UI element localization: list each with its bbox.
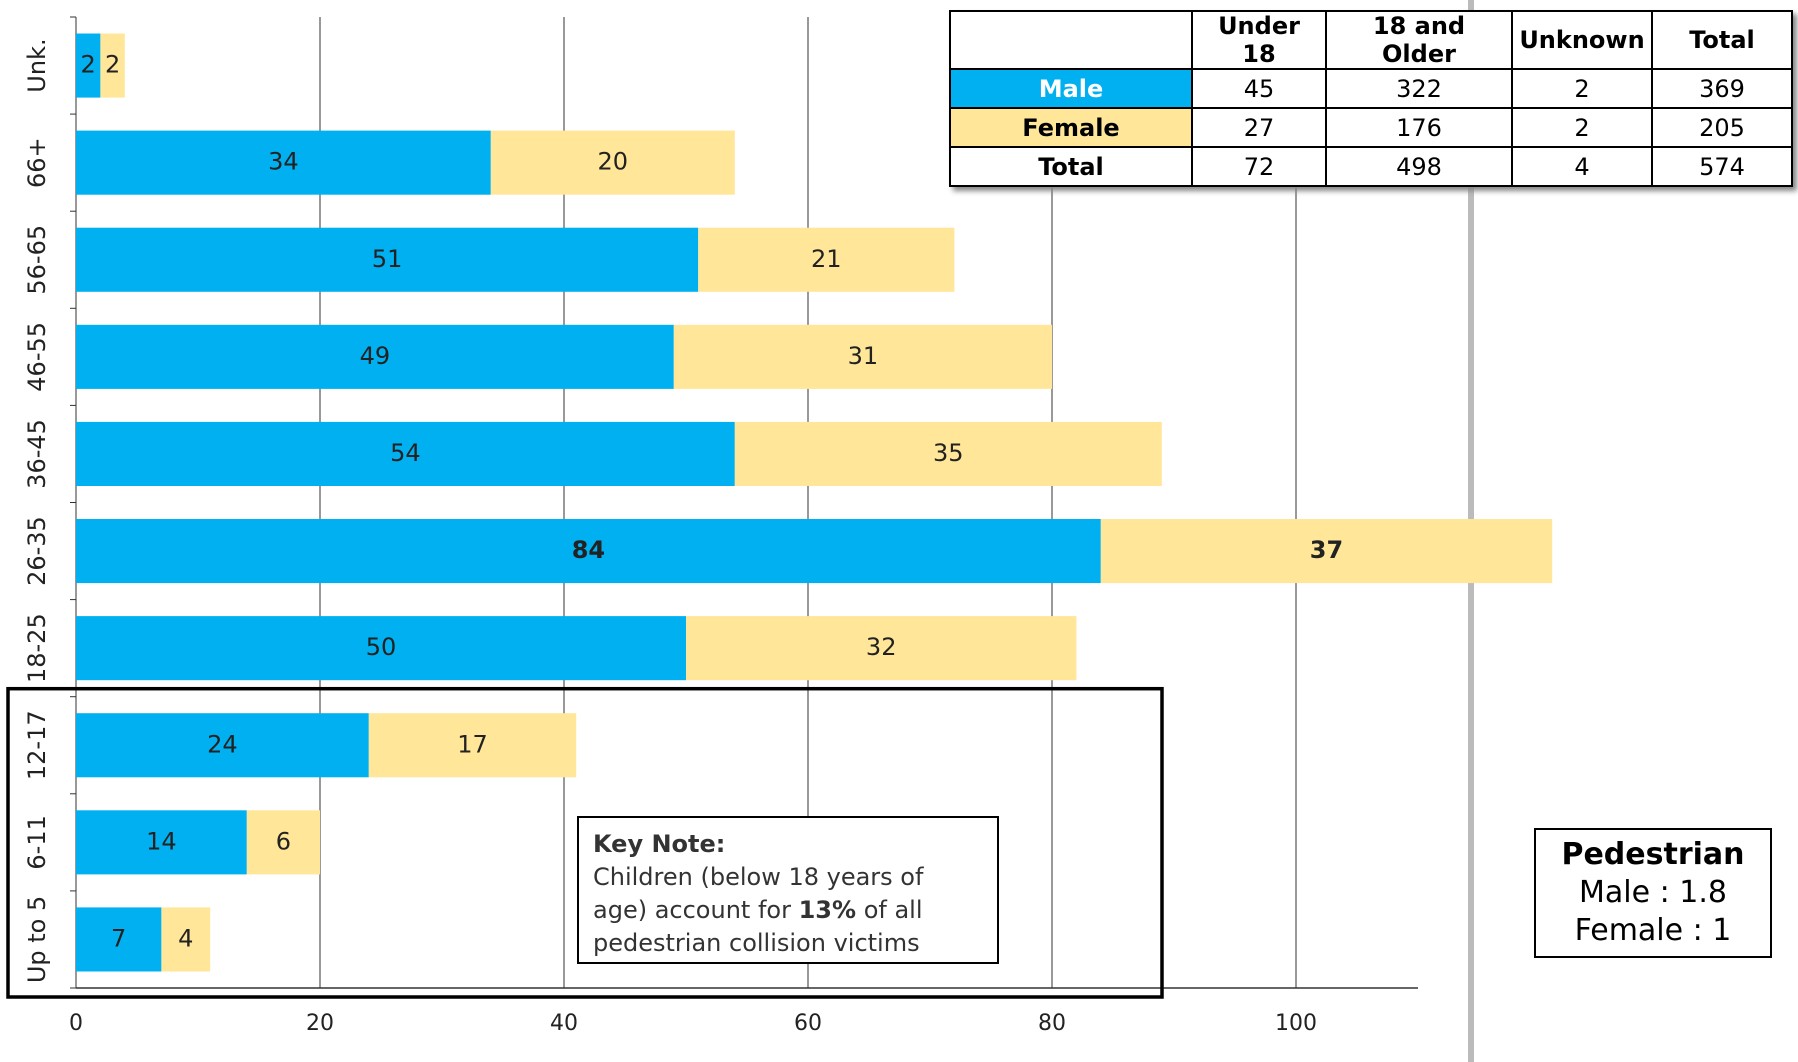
y-tick-label: 56-65 <box>23 225 51 295</box>
bar-segment <box>698 227 955 292</box>
y-tick-label: 46-55 <box>23 322 51 392</box>
table-cell: 2 <box>1511 107 1653 148</box>
y-tick-label: 18-25 <box>23 613 51 683</box>
value-label: 4 <box>178 924 193 952</box>
value-label: 21 <box>811 245 842 273</box>
x-tick-label: 80 <box>1038 1011 1066 1036</box>
value-label: 31 <box>848 342 879 370</box>
column-header: 18 and Older <box>1325 10 1513 70</box>
bar-segment <box>76 227 699 292</box>
value-label: 14 <box>146 827 177 855</box>
table-cell: 2 <box>1511 68 1653 109</box>
table-row: Female 27 176 2 205 <box>949 107 1793 148</box>
table-cell: 27 <box>1191 107 1327 148</box>
value-label: 49 <box>360 342 391 370</box>
ratio-line: Female : 1 <box>1574 913 1732 948</box>
value-label: 84 <box>572 536 605 564</box>
table-row: Total 72 498 4 574 <box>949 146 1793 187</box>
bar-segment <box>76 810 247 875</box>
x-tick-label: 40 <box>550 1011 578 1036</box>
bar-segment <box>76 324 674 389</box>
bar-segment <box>686 616 1077 681</box>
y-tick-label: 6-11 <box>23 815 51 869</box>
value-label: 32 <box>866 633 897 661</box>
value-label: 2 <box>105 51 120 79</box>
table-cell: 498 <box>1325 146 1513 187</box>
summary-table: Under 18 18 and Older Unknown Total Male 45 32… <box>949 10 1793 187</box>
y-tick-label: Unk. <box>23 38 51 92</box>
x-tick-label: 0 <box>69 1011 83 1036</box>
x-tick-label: 20 <box>306 1011 334 1036</box>
value-label: 35 <box>933 439 964 467</box>
bar-segment <box>490 130 735 195</box>
bar-segment <box>76 713 369 778</box>
bar-segment <box>76 907 162 972</box>
value-label: 51 <box>372 245 403 273</box>
bar-segment <box>734 421 1162 486</box>
row-header: Total <box>949 146 1193 187</box>
bar-segment <box>76 33 101 98</box>
value-label: 2 <box>81 51 96 79</box>
value-label: 20 <box>598 148 629 176</box>
ratio-box: Pedestrian Male : 1.8 Female : 1 <box>1534 828 1772 958</box>
note-title: Key Note: <box>593 830 726 858</box>
column-header: Total <box>1651 10 1793 70</box>
value-label: 37 <box>1310 536 1343 564</box>
bar-segment <box>368 713 577 778</box>
table-cell: 72 <box>1191 146 1327 187</box>
y-tick-label: 26-35 <box>23 516 51 586</box>
y-tick-label: 12-17 <box>23 710 51 780</box>
value-label: 7 <box>111 924 126 952</box>
bar-segment <box>76 421 735 486</box>
value-label: 24 <box>207 730 238 758</box>
x-tick-label: 60 <box>794 1011 822 1036</box>
note-text: of all pedestrian collision victims <box>593 896 923 957</box>
table-cell: 322 <box>1325 68 1513 109</box>
row-header: Female <box>949 107 1193 148</box>
y-tick-label: 36-45 <box>23 419 51 489</box>
bar-segment <box>246 810 320 875</box>
value-label: 17 <box>457 730 488 758</box>
table-cell: 4 <box>1511 146 1653 187</box>
value-label: 54 <box>390 439 421 467</box>
table-cell: 45 <box>1191 68 1327 109</box>
table-cell: 176 <box>1325 107 1513 148</box>
column-header: Under 18 <box>1191 10 1327 70</box>
ratio-line: Male : 1.8 <box>1579 875 1727 910</box>
y-tick-label: Up to 5 <box>23 896 51 983</box>
table-cell: 369 <box>1651 68 1793 109</box>
table-row: Male 45 322 2 369 <box>949 68 1793 109</box>
bar-segment <box>100 33 125 98</box>
bar-segment <box>76 519 1101 584</box>
row-header: Male <box>949 68 1193 109</box>
ratio-title: Pedestrian <box>1561 837 1745 872</box>
bar-segment <box>161 907 211 972</box>
bar-segment <box>1100 519 1553 584</box>
note-text: Children (below 18 years of age) account… <box>593 863 924 924</box>
bar-segment <box>673 324 1052 389</box>
key-note: Key Note: Children (below 18 years of ag… <box>577 816 999 964</box>
bar-segment <box>76 616 686 681</box>
x-tick-label: 100 <box>1275 1011 1317 1036</box>
bar-segment <box>76 130 491 195</box>
value-label: 6 <box>276 827 291 855</box>
value-label: 34 <box>268 148 299 176</box>
header-row: Under 18 18 and Older Unknown Total <box>949 10 1793 70</box>
table-cell: 205 <box>1651 107 1793 148</box>
highlight-box <box>6 686 1164 999</box>
column-header: Unknown <box>1511 10 1653 70</box>
value-label: 50 <box>366 633 397 661</box>
y-tick-label: 66+ <box>23 137 51 188</box>
note-highlight: 13% <box>798 896 857 924</box>
corner-cell <box>949 10 1193 70</box>
table-cell: 574 <box>1651 146 1793 187</box>
